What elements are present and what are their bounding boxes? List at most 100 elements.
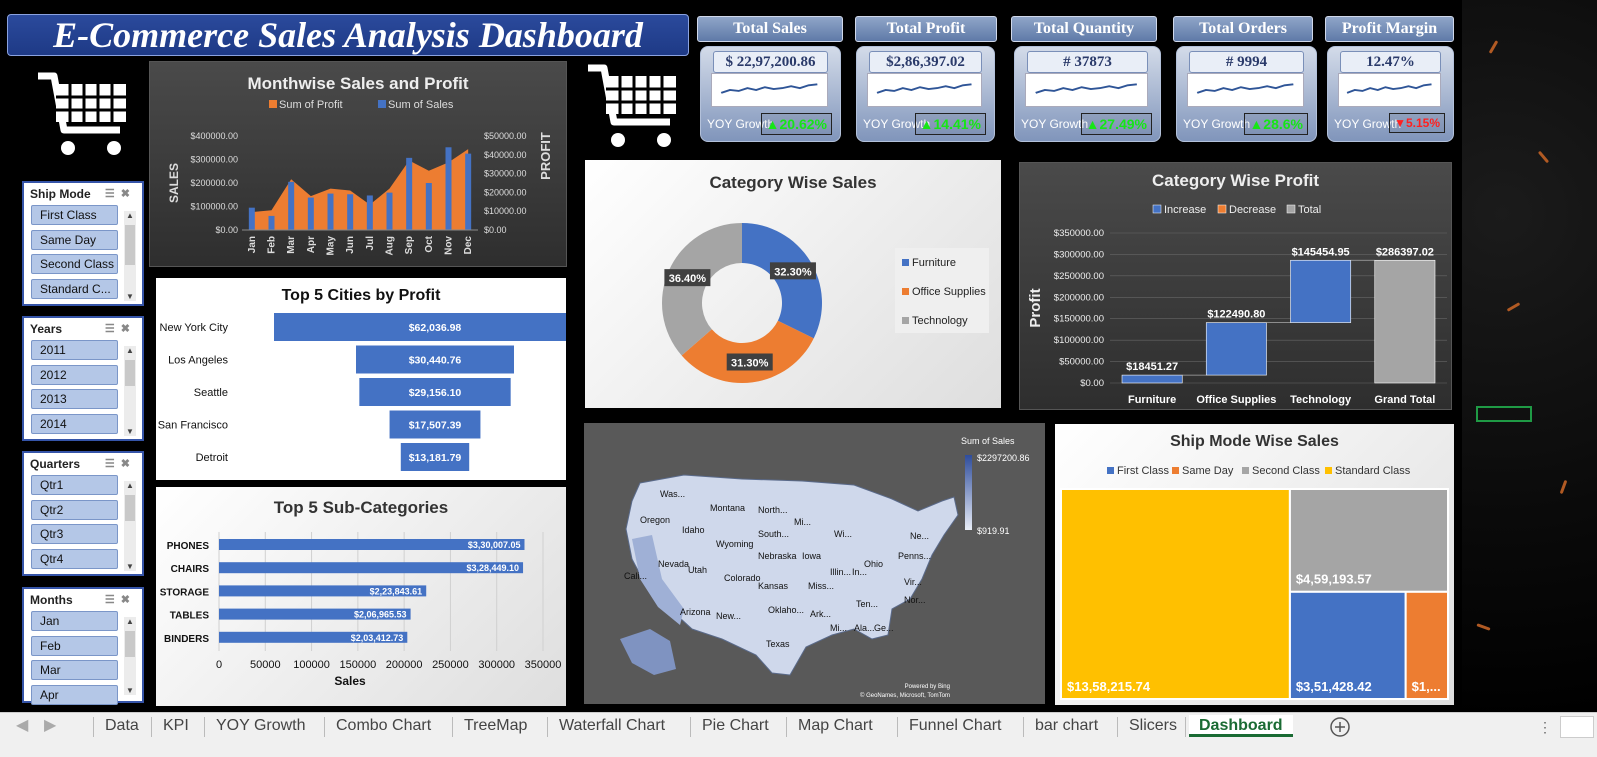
funnel-bar [355,345,515,374]
slicer-item[interactable]: Same Day [31,229,118,250]
funnel-chart-title: Top 5 Cities by Profit [281,287,441,304]
waterfall-chart-panel[interactable]: Category Wise Profit Increase Decrease Tot… [1019,162,1452,410]
slicer-scrollbar[interactable]: ▲ ▼ [124,346,136,436]
slicer-item[interactable]: Qtr2 [31,499,118,520]
sheet-tab[interactable]: YOY Growth [216,717,306,734]
y-tick-label: $200000.00 [190,178,238,188]
scroll-thumb[interactable] [125,495,135,521]
slicer-scrollbar[interactable]: ▲ ▼ [124,211,136,301]
kpi-sparkline [711,73,828,107]
multi-select-icon[interactable]: ☰ [104,323,121,335]
map-chart-panel[interactable]: Was... Oregon Idaho Montana North... South...… [584,423,1045,704]
chevron-up-icon[interactable]: ▲ [126,481,134,490]
scroll-thumb[interactable] [125,225,135,265]
state-label: Nor... [904,595,926,605]
subcategory-bar [219,608,411,620]
slicer-item[interactable]: Qtr1 [31,475,118,495]
slicer-scrollbar[interactable]: ▲ ▼ [124,617,136,695]
clear-filter-icon[interactable]: ✖ [120,188,136,200]
slicer-tools: ☰✖ [105,457,136,471]
sheet-tab[interactable]: KPI [163,717,189,734]
tab-divider [547,717,548,737]
scroll-right-icon[interactable]: ▶ [44,717,57,734]
donut-chart-panel[interactable]: Category Wise Sales 32.30% 31.30% 36.40% Fu… [585,160,1001,408]
bar-value-label: $18451.27 [1126,361,1178,373]
state-label: Utah [688,565,707,575]
y-tick-label: $350000.00 [1054,228,1104,239]
sheet-tab[interactable]: Funnel Chart [909,717,1002,734]
combo-chart-panel[interactable]: Monthwise Sales and Profit Sum of Profit… [149,61,567,267]
sheet-tab[interactable]: Slicers [1129,717,1178,734]
slicer-item[interactable]: First Class [31,205,118,225]
state-label: Ge... [874,623,894,633]
slicer-item[interactable]: Jan [31,611,118,631]
tab-divider [897,717,898,737]
desktop-background [1462,0,1597,712]
horizontal-scrollbar[interactable] [1560,716,1594,738]
chevron-down-icon[interactable]: ▼ [126,427,134,436]
scroll-thumb[interactable] [125,360,135,386]
subcategory-chart-title: Top 5 Sub-Categories [273,498,449,517]
treemap-tile [1288,488,1449,593]
legend-swatch [1172,467,1179,474]
chevron-down-icon[interactable]: ▼ [126,686,134,695]
selected-cell[interactable] [1476,406,1532,422]
sheet-tab[interactable]: Waterfall Chart [559,717,666,734]
slicer-item[interactable]: Qtr4 [31,548,118,569]
arrow-up-icon: ▲ [765,116,780,132]
sheet-tab[interactable]: Data [105,717,139,734]
treemap-chart-panel[interactable]: Ship Mode Wise Sales First Class Same Day… [1055,424,1454,705]
sheet-tab[interactable]: Pie Chart [702,717,769,734]
slicer-item[interactable]: 2011 [31,340,118,360]
kpi-sparkline [1187,73,1304,107]
chevron-up-icon[interactable]: ▲ [126,617,134,626]
subcategory-chart-panel[interactable]: Top 5 Sub-Categories 0 50000 100000 150000 2… [156,487,566,706]
slicer-item[interactable]: Feb [31,635,118,656]
clear-filter-icon[interactable]: ✖ [120,594,136,606]
tab-divider [1117,717,1118,737]
sheet-tab[interactable]: Dashboard [1189,715,1293,737]
chevron-down-icon[interactable]: ▼ [126,292,134,301]
slicer-item[interactable]: Apr [31,684,118,705]
slicer-quarters: Quarters ☰✖ Qtr1 Qtr2 Qtr3 Qtr4 ▲ ▼ [22,451,144,576]
slicer-item[interactable]: Qtr3 [31,524,118,544]
chevron-up-icon[interactable]: ▲ [126,346,134,355]
sheet-tab[interactable]: bar chart [1035,717,1099,734]
us-map-shape[interactable] [625,474,959,676]
multi-select-icon[interactable]: ☰ [104,188,121,200]
multi-select-icon[interactable]: ☰ [104,594,121,606]
multi-select-icon[interactable]: ☰ [104,458,121,470]
slicer-item[interactable]: 2013 [31,389,118,409]
clear-filter-icon[interactable]: ✖ [120,458,136,470]
kpi-sparkline [1025,73,1148,107]
kpi-card: $ 22,97,200.86 YOY Growth ▲20.62% [700,46,841,142]
slicer-scrollbar[interactable]: ▲ ▼ [124,481,136,571]
x-tick-label: Furniture [1128,394,1176,406]
clear-filter-icon[interactable]: ✖ [120,323,136,335]
sales-bar [307,197,314,230]
funnel-value-label: $62,036.98 [409,322,462,334]
chevron-down-icon[interactable]: ▼ [126,562,134,571]
x-tick-label: 250000 [432,659,469,671]
y-tick-label: CHAIRS [171,564,210,575]
slicer-item[interactable]: 2014 [31,413,118,434]
chevron-up-icon[interactable]: ▲ [126,211,134,220]
y-tick-label: $50000.00 [1059,357,1104,368]
more-options-icon[interactable]: ⋮ [1538,719,1552,735]
slicer-item[interactable]: 2012 [31,364,118,385]
add-sheet-icon[interactable] [1329,716,1351,738]
y-axis-title: SALES [167,163,181,203]
sheet-tab[interactable]: Map Chart [798,717,873,734]
scroll-thumb[interactable] [125,631,135,657]
slicer-item[interactable]: Standard C... [31,278,118,299]
slicer-item[interactable]: Second Class [31,254,118,274]
slicer-item[interactable]: Mar [31,660,118,680]
funnel-chart-panel[interactable]: Top 5 Cities by Profit $62,036.98 New Yor… [156,278,566,480]
x-tick-label: 300000 [478,659,515,671]
kpi-sparkline [1338,73,1441,107]
subcategory-bar [219,585,427,597]
bar-value-label: $3,28,449.10 [466,563,519,573]
sheet-tab[interactable]: Combo Chart [336,717,432,734]
scroll-left-icon[interactable]: ◀ [16,717,29,734]
sheet-tab[interactable]: TreeMap [464,717,528,734]
